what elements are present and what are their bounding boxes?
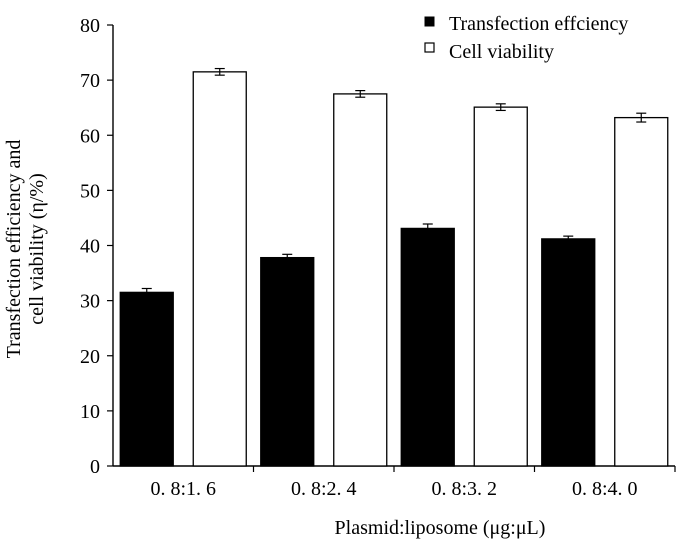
y-tick-label: 70 <box>80 70 100 92</box>
y-axis-title-line1: Transfection efficiency and <box>3 140 25 359</box>
y-tick-label: 30 <box>80 291 100 313</box>
y-tick-label: 10 <box>80 401 100 423</box>
y-tick-label: 20 <box>80 346 100 368</box>
y-tick-label: 80 <box>80 15 100 37</box>
y-tick-label: 0 <box>90 456 100 478</box>
x-axis: 0. 8:1. 6 0. 8:2. 4 0. 8:3. 2 0. 8:4. 0 <box>113 465 676 500</box>
legend-label-transfection: Transfection effciency <box>449 13 628 35</box>
x-tick-label: 0. 8:4. 0 <box>572 478 638 500</box>
y-axis: 0 10 20 30 40 50 60 70 80 <box>80 15 114 478</box>
y-tick-label: 50 <box>80 180 100 202</box>
x-tick-label: 0. 8:3. 2 <box>431 478 497 500</box>
legend-label-viability: Cell viability <box>449 41 554 63</box>
x-tick-label: 0. 8:2. 4 <box>291 478 357 500</box>
bar-viability <box>473 106 528 467</box>
y-tick-label: 60 <box>80 125 100 147</box>
x-tick-label: 0. 8:1. 6 <box>150 478 216 500</box>
y-tick-label: 40 <box>80 236 100 258</box>
bar-viability <box>333 93 388 467</box>
legend-swatch-viability <box>424 42 435 53</box>
error-bars <box>141 67 647 297</box>
y-axis-title-line2: cell viability (η/%) <box>26 173 48 325</box>
bar-viability <box>614 116 669 467</box>
legend: Transfection effciency Cell viability <box>424 13 628 63</box>
bar-transfection <box>260 256 315 467</box>
bars <box>119 71 669 467</box>
bar-viability <box>192 71 247 467</box>
bar-transfection <box>119 291 174 467</box>
x-axis-title: Plasmid:liposome (μg:μL) <box>335 517 546 539</box>
bar-transfection <box>400 227 455 467</box>
legend-swatch-transfection <box>424 16 435 27</box>
bar-transfection <box>541 238 596 467</box>
